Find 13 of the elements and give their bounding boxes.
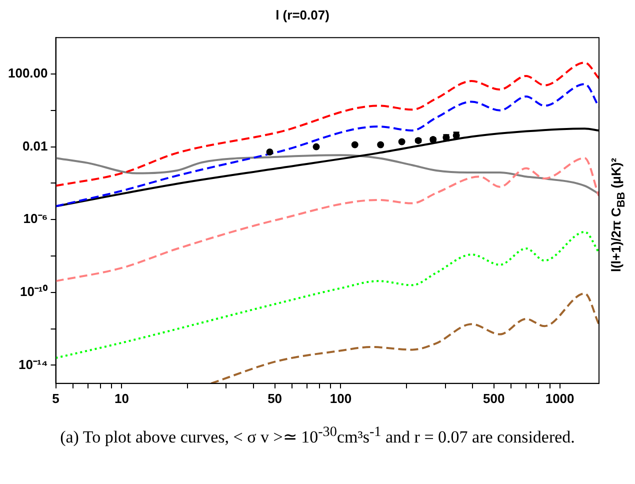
x-tick-label: 500 — [483, 390, 505, 406]
y-tick-label: 10⁻⁶ — [23, 211, 48, 226]
text: (a) To plot above curves, < σ v >≃ 10$^{-30}$cm³s$^{-1}$ and r = 0.07 are considered. — [59, 423, 576, 449]
y-tick-label: 10⁻¹⁰ — [20, 284, 48, 299]
x-tick-label: 5 — [52, 390, 60, 406]
x-tick-label: 50 — [268, 390, 282, 406]
y-tick-label: 10⁻¹⁴ — [18, 356, 48, 372]
x-tick-label: 10 — [114, 390, 129, 406]
x-tick-label: 100 — [330, 390, 352, 406]
y-tick-label: 0.01 — [22, 138, 48, 154]
chart-title: l (r=0.07) — [276, 7, 330, 22]
y-tick-label: 100.00 — [8, 66, 48, 81]
x-tick-label: 1000 — [545, 390, 574, 406]
